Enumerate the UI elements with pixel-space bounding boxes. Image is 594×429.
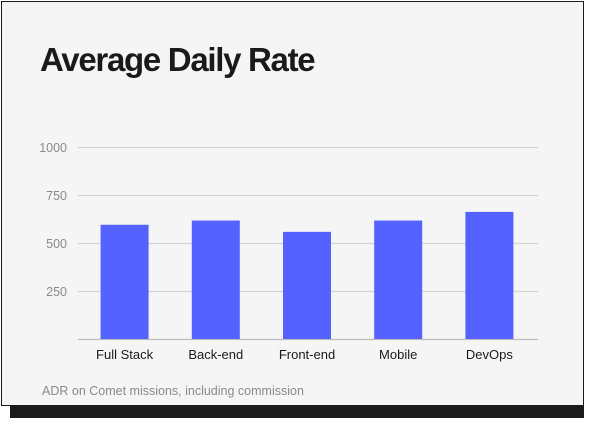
y-tick-label: 1000: [39, 141, 67, 155]
x-axis-category-labels: Full Stack Back-end Front-end Mobile DevOps: [96, 347, 513, 362]
y-tick-label: 500: [46, 237, 67, 251]
y-axis-tick-labels: 250 500 750 1000: [39, 141, 67, 299]
bars: [100, 211, 514, 339]
bar-devops: [465, 211, 514, 339]
chart-caption: ADR on Comet missions, including commiss…: [42, 384, 304, 398]
bar-back-end: [191, 220, 240, 339]
chart-title: Average Daily Rate: [40, 41, 316, 78]
bar-full-stack: [100, 224, 149, 339]
y-tick-label: 750: [46, 189, 67, 203]
x-category-label: Back-end: [188, 347, 243, 362]
x-category-label: DevOps: [466, 347, 513, 362]
x-category-label: Full Stack: [96, 347, 154, 362]
y-tick-label: 250: [46, 285, 67, 299]
x-category-label: Mobile: [379, 347, 417, 362]
x-category-label: Front-end: [279, 347, 335, 362]
bar-front-end: [283, 231, 331, 339]
bar-mobile: [374, 220, 423, 339]
